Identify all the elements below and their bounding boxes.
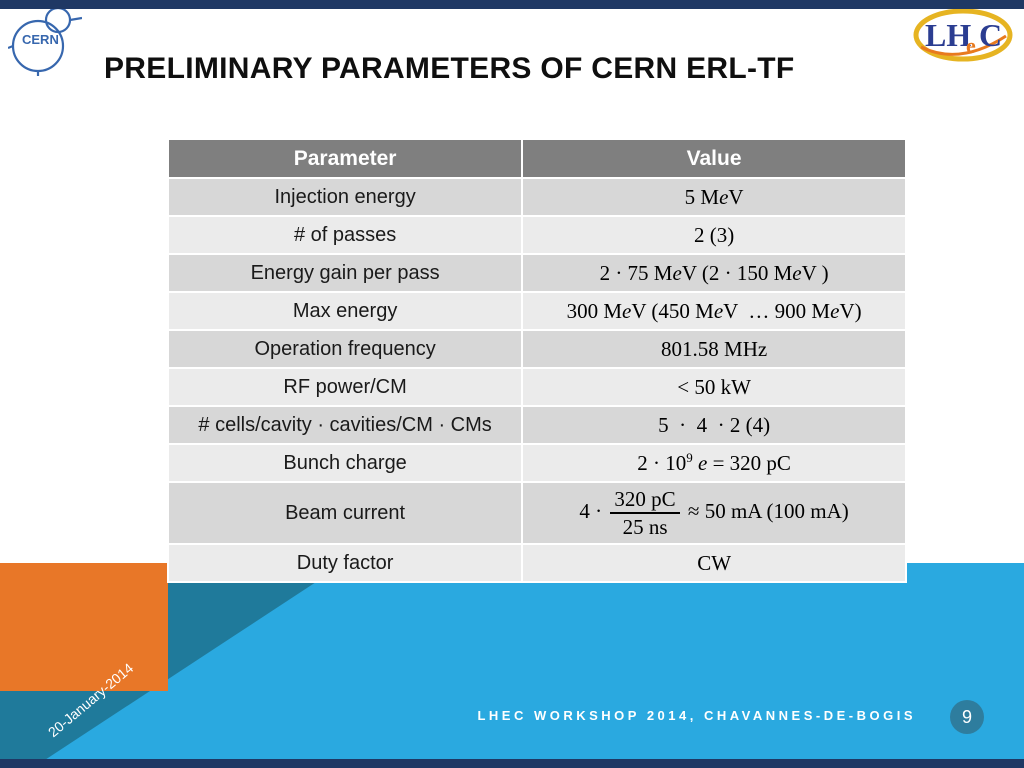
cern-logo-beamline	[8, 44, 14, 50]
lhec-logo: LH e C	[913, 8, 1013, 62]
lhec-logo-text-c: C	[979, 17, 1002, 53]
table-header-row: Parameter Value	[166, 138, 907, 179]
value-cell: 2 · 75 MeV (2 · 150 MeV )	[521, 253, 907, 293]
table-row: Beam current 4 · 320 pC 25 ns ≈ 50 mA (10…	[166, 480, 907, 546]
table-row: Operation frequency 801.58 MHz	[166, 329, 907, 369]
param-cell: Bunch charge	[166, 443, 524, 483]
footer-workshop-label: LHEC WORKSHOP 2014, CHAVANNES-DE-BOGIS	[477, 708, 916, 723]
value-cell: 5 MeV	[521, 177, 907, 217]
bottom-decoration-band	[0, 563, 1024, 760]
parameters-table-body: Injection energy 5 MeV # of passes 2 (3)…	[166, 177, 907, 584]
orange-rectangle-decoration	[0, 563, 168, 691]
cern-logo: CERN	[8, 4, 82, 76]
param-cell: # of passes	[166, 215, 524, 255]
value-cell: 4 · 320 pC 25 ns ≈ 50 mA (100 mA)	[521, 480, 907, 546]
table-row: RF power/CM < 50 kW	[166, 367, 907, 407]
value-cell: 5 · 4 · 2 (4)	[521, 405, 907, 445]
table-row: Injection energy 5 MeV	[166, 177, 907, 217]
param-cell: # cells/cavity · cavities/CM · CMs	[166, 405, 524, 445]
param-cell: Operation frequency	[166, 329, 524, 369]
lhec-logo-orange-arc	[920, 34, 1007, 56]
lhec-logo-text-lh: LH	[925, 17, 971, 53]
page-number: 9	[961, 706, 972, 727]
table-row: Max energy 300 MeV (450 MeV … 900 MeV)	[166, 291, 907, 331]
value-cell: < 50 kW	[521, 367, 907, 407]
value-cell: 2 (3)	[521, 215, 907, 255]
slide-title: PRELIMINARY PARAMETERS OF CERN ERL-TF	[104, 52, 795, 85]
param-cell: Duty factor	[166, 543, 524, 584]
param-cell: RF power/CM	[166, 367, 524, 407]
value-cell: 300 MeV (450 MeV … 900 MeV)	[521, 291, 907, 331]
table-row: Energy gain per pass 2 · 75 MeV (2 · 150…	[166, 253, 907, 293]
cern-logo-small-circle	[44, 6, 72, 34]
value-cell: CW	[521, 543, 907, 584]
table-row: # of passes 2 (3)	[166, 215, 907, 255]
value-cell: 801.58 MHz	[521, 329, 907, 369]
cern-logo-beamline	[69, 16, 82, 22]
table-row: Duty factor CW	[166, 543, 907, 584]
lhec-logo-text-e: e	[966, 33, 976, 58]
top-accent-bar	[0, 0, 1024, 9]
bottom-accent-bar	[0, 759, 1024, 768]
param-cell: Max energy	[166, 291, 524, 331]
table-row: # cells/cavity · cavities/CM · CMs 5 · 4…	[166, 405, 907, 445]
header-value: Value	[521, 138, 907, 179]
cern-logo-text: CERN	[22, 32, 59, 47]
value-cell: 2 · 109 e = 320 pC	[521, 443, 907, 483]
param-cell: Energy gain per pass	[166, 253, 524, 293]
param-cell: Beam current	[166, 480, 524, 546]
parameters-table: Parameter Value Injection energy 5 MeV #…	[166, 138, 907, 584]
param-cell: Injection energy	[166, 177, 524, 217]
table-row: Bunch charge 2 · 109 e = 320 pC	[166, 443, 907, 483]
header-parameter: Parameter	[166, 138, 524, 179]
page-number-badge: 9	[950, 700, 984, 734]
